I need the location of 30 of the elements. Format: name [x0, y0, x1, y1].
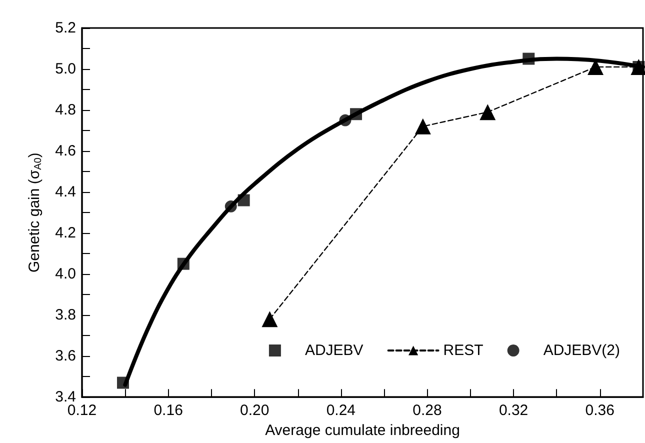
point	[414, 118, 431, 134]
y-tick-label: 3.6	[55, 348, 76, 365]
x-tick-label: 0.20	[240, 402, 270, 420]
y-tick-label: 4.6	[55, 142, 76, 160]
point	[224, 200, 237, 212]
x-tick-label: 0.24	[326, 402, 356, 420]
y-tick-label: 5.0	[55, 60, 76, 78]
x-tick-label: 0.32	[498, 402, 528, 420]
point	[350, 108, 362, 120]
y-tick-label: 5.2	[55, 20, 76, 36]
legend-label: ADJEBV(2)	[543, 342, 620, 359]
y-tick-label: 4.2	[55, 224, 76, 242]
y-axis-title: Genetic gain (σA0)	[26, 152, 44, 272]
point	[177, 258, 190, 270]
legend-label: REST	[443, 342, 484, 359]
y-tick-label: 4.8	[55, 102, 76, 119]
point	[522, 52, 535, 65]
y-tick-label: 4.0	[55, 266, 76, 283]
point	[262, 311, 278, 328]
x-tick-label: 0.16	[154, 402, 183, 420]
y-tick-label: 4.4	[55, 184, 76, 201]
legend-label: ADJEBV	[304, 342, 364, 359]
point	[116, 376, 129, 389]
point	[480, 104, 496, 120]
point	[238, 194, 250, 206]
x-tick-label: 0.36	[585, 402, 614, 420]
x-axis-title: Average cumulate inbreeding	[265, 422, 460, 439]
point	[339, 114, 352, 126]
x-tick-label: 0.28	[412, 402, 442, 420]
y-tick-label: 3.8	[55, 306, 76, 324]
